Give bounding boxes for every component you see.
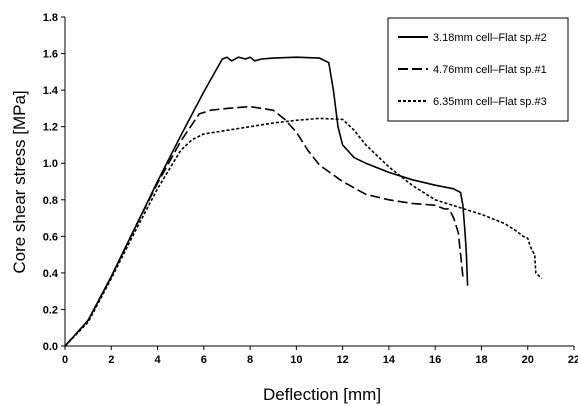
y-axis-title: Core shear stress [MPa] [10, 90, 29, 273]
series-line-2 [64, 105, 464, 347]
y-tick-label: 0.8 [43, 195, 58, 207]
y-tick-label: 0.4 [43, 268, 59, 280]
x-tick-label: 4 [154, 354, 161, 366]
series-lines [64, 56, 543, 347]
y-tick-label: 0.0 [43, 341, 58, 353]
y-tick-label: 1.0 [43, 158, 58, 170]
y-tick-label: 0.6 [43, 231, 58, 243]
y-tick-label: 1.8 [43, 12, 58, 24]
x-tick-label: 20 [522, 354, 534, 366]
x-tick-label: 8 [247, 354, 253, 366]
x-tick-label: 22 [568, 354, 578, 366]
series-line-1 [64, 56, 469, 347]
y-ticks: 0.0 0.2 0.4 0.6 0.8 1.0 1.2 1.4 1.6 1.8 [43, 12, 65, 353]
x-tick-label: 16 [429, 354, 441, 366]
x-tick-label: 10 [290, 354, 302, 366]
x-tick-label: 6 [201, 354, 207, 366]
series-line-3 [64, 117, 543, 347]
x-tick-label: 18 [475, 354, 487, 366]
x-tick-label: 2 [108, 354, 114, 366]
legend-label-series-1: 3.18mm cell–Flat sp.#2 [433, 32, 547, 44]
y-tick-label: 1.2 [43, 122, 58, 134]
y-tick-label: 0.2 [43, 304, 58, 316]
x-tick-label: 14 [383, 354, 396, 366]
plot-area: 0 2 4 6 8 10 12 14 16 18 20 22 0.0 0.2 0.4 0.6 0.8 1.0 1.… [43, 12, 578, 366]
legend-label-series-3: 6.35mm cell–Flat sp.#3 [433, 96, 547, 108]
x-axis-title: Deflection [mm] [263, 385, 381, 404]
legend: 3.18mm cell–Flat sp.#2 4.76mm cell–Flat … [387, 17, 569, 122]
y-tick-label: 1.4 [43, 85, 59, 97]
y-tick-label: 1.6 [43, 49, 58, 61]
legend-label-series-2: 4.76mm cell–Flat sp.#1 [433, 64, 547, 76]
x-ticks: 0 2 4 6 8 10 12 14 16 18 20 22 [62, 346, 578, 366]
x-tick-label: 12 [337, 354, 349, 366]
x-tick-label: 0 [62, 354, 68, 366]
